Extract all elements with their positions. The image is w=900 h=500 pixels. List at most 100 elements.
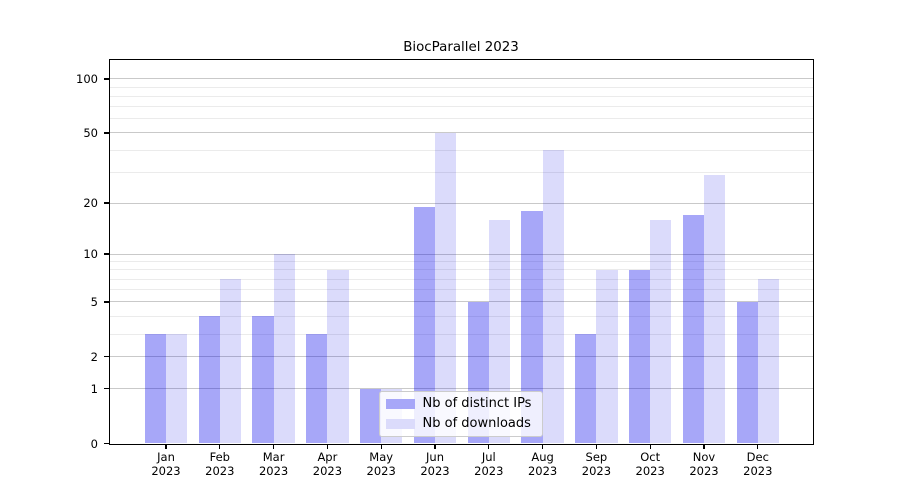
legend-label-downloads: Nb of downloads (422, 416, 531, 432)
x-tick-label-aug-2023: Aug 2023 (515, 450, 571, 479)
bar-downloads-aug (542, 150, 564, 444)
month-label: Sep (585, 450, 608, 464)
month-label: Aug (531, 450, 554, 464)
year-label: 2023 (420, 463, 450, 478)
gridline-minor-30 (109, 171, 813, 173)
year-label: 2023 (689, 463, 719, 478)
y-tick-label-2: 2 (90, 349, 98, 364)
year-label: 2023 (258, 463, 289, 478)
month-label: Mar (262, 450, 285, 464)
y-tick-label-10: 10 (83, 247, 98, 262)
x-tick-jun (434, 444, 436, 450)
month-label: Oct (640, 450, 661, 464)
month-label: Jul (481, 450, 496, 464)
legend-label-distinct-ips: Nb of distinct IPs (422, 396, 532, 412)
gridline-major-2 (109, 356, 813, 358)
bar-distinct-ips-mar (252, 316, 274, 444)
x-tick-label-sep-2023: Sep 2023 (568, 450, 624, 479)
bar-distinct-ips-may (359, 388, 382, 444)
gridline-major-20 (109, 202, 813, 204)
bar-downloads-feb (219, 279, 242, 444)
x-tick-nov (703, 444, 705, 450)
gridline-minor-40 (109, 149, 813, 151)
x-tick-jan (165, 444, 167, 450)
chart-title: BiocParallel 2023 (403, 39, 519, 55)
x-tick-apr (326, 444, 329, 450)
y-tick-5 (104, 301, 109, 303)
bar-downloads-mar (273, 254, 295, 444)
year-label: 2023 (205, 463, 235, 478)
x-tick-aug (541, 444, 544, 450)
year-label: 2023 (366, 463, 396, 478)
year-label: 2023 (635, 463, 665, 478)
x-tick-mar (272, 444, 275, 450)
legend-item-distinct-ips: Nb of distinct IPs (380, 395, 543, 413)
legend-swatch-downloads (386, 419, 415, 429)
x-tick-feb (219, 444, 221, 450)
x-tick-may (380, 444, 382, 450)
bar-downloads-jun (435, 132, 457, 444)
bar-distinct-ips-sep (575, 334, 597, 444)
gridline-minor-60 (109, 118, 813, 120)
gridline-minor-8 (109, 269, 813, 271)
x-tick-label-jul-2023: Jul 2023 (461, 450, 517, 479)
gridline-minor-3 (109, 333, 813, 335)
x-tick-label-dec-2023: Dec 2023 (730, 450, 786, 479)
gridline-major-10 (109, 253, 813, 255)
x-tick-label-feb-2023: Feb 2023 (192, 450, 248, 479)
y-tick-20 (104, 202, 109, 204)
x-tick-label-mar-2023: Mar 2023 (246, 450, 302, 479)
month-label: Jan (157, 450, 175, 464)
bar-distinct-ips-feb (198, 316, 220, 444)
bar-distinct-ips-dec (736, 301, 758, 444)
year-label: 2023 (581, 463, 612, 478)
gridline-minor-4 (109, 315, 813, 317)
bar-distinct-ips-nov (682, 215, 704, 444)
x-tick-label-oct-2023: Oct 2023 (622, 450, 678, 479)
x-tick-label-jan-2023: Jan 2023 (138, 450, 194, 479)
x-tick-jul (488, 444, 490, 450)
bar-distinct-ips-oct (628, 269, 651, 444)
bar-downloads-jul (488, 219, 511, 444)
year-label: 2023 (151, 463, 181, 478)
y-tick-10 (104, 253, 109, 255)
year-label: 2023 (743, 463, 773, 478)
bar-downloads-dec (757, 279, 780, 444)
year-label: 2023 (474, 463, 504, 478)
bar-distinct-ips-jan (144, 334, 166, 444)
bar-downloads-jan (166, 334, 188, 444)
bar-downloads-apr (327, 269, 349, 444)
month-label: Dec (746, 450, 769, 464)
y-tick-0 (104, 442, 109, 445)
gridline-minor-7 (109, 278, 813, 280)
gridline-minor-90 (109, 86, 813, 88)
y-tick-2 (104, 356, 109, 358)
x-tick-label-jun-2023: Jun 2023 (407, 450, 463, 479)
x-tick-label-apr-2023: Apr 2023 (299, 450, 355, 479)
y-tick-label-50: 50 (83, 125, 98, 140)
y-tick-label-1: 1 (90, 381, 98, 396)
bar-distinct-ips-aug (521, 210, 543, 444)
month-label: Apr (317, 450, 338, 464)
month-label: Nov (692, 450, 716, 464)
month-label: May (369, 450, 394, 464)
gridline-minor-9 (109, 261, 813, 263)
year-label: 2023 (312, 463, 343, 478)
x-tick-oct (649, 444, 651, 450)
gridline-minor-80 (109, 95, 813, 97)
y-tick-1 (104, 388, 109, 390)
x-tick-dec (757, 444, 759, 450)
gridline-minor-70 (109, 106, 813, 108)
gridline-minor-6 (109, 289, 813, 291)
gridline-major-5 (109, 301, 813, 303)
y-tick-label-20: 20 (83, 196, 98, 211)
legend-item-downloads: Nb of downloads (380, 415, 543, 433)
gridline-major-50 (109, 132, 813, 134)
x-tick-label-may-2023: May 2023 (353, 450, 409, 479)
legend: Nb of distinct IPs Nb of downloads (378, 391, 543, 437)
bar-downloads-nov (704, 174, 726, 444)
x-tick-label-nov-2023: Nov 2023 (676, 450, 732, 479)
y-tick-100 (104, 78, 109, 80)
y-tick-50 (104, 132, 109, 134)
bar-distinct-ips-jun (413, 206, 435, 444)
